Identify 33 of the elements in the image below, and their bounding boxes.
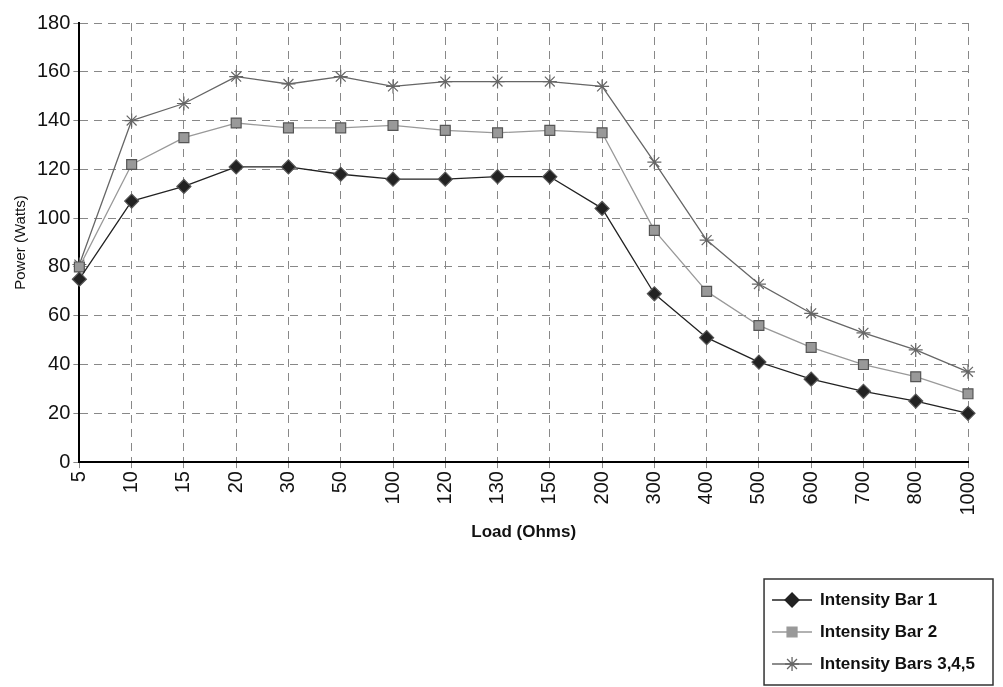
y-tick-label: 80 (48, 254, 71, 277)
legend-label: Intensity Bar 2 (820, 621, 938, 641)
x-tick-label: 120 (432, 471, 455, 505)
x-tick-label: 30 (275, 471, 298, 494)
x-tick-label: 10 (119, 471, 142, 494)
y-tick-label: 140 (36, 108, 71, 131)
legend-label: Intensity Bars 3,4,5 (820, 653, 976, 673)
x-tick-label: 15 (171, 471, 194, 494)
x-tick-label: 20 (223, 471, 246, 494)
y-tick-label: 20 (48, 400, 71, 423)
legend-label: Intensity Bar 1 (820, 589, 938, 609)
x-tick-label: 1000 (955, 471, 978, 516)
y-axis-title: Power (Watts) (11, 195, 29, 290)
y-tick-label: 100 (36, 205, 71, 228)
x-tick-label: 130 (485, 471, 508, 505)
x-tick-label: 200 (589, 471, 612, 505)
y-tick-label: 180 (36, 10, 71, 33)
x-tick-label: 400 (694, 471, 717, 505)
x-tick-label: 5 (66, 471, 89, 483)
x-axis-title: Load (Ohms) (471, 522, 577, 542)
x-tick-label: 500 (746, 471, 769, 505)
y-tick-label: 120 (36, 156, 71, 179)
x-tick-label: 50 (328, 471, 351, 494)
x-tick-label: 300 (641, 471, 664, 505)
x-tick-label: 700 (850, 471, 873, 505)
x-tick-label: 150 (537, 471, 560, 505)
x-tick-label: 600 (798, 471, 821, 505)
x-tick-label: 800 (903, 471, 926, 505)
x-tick-label: 100 (380, 471, 403, 505)
y-tick-label: 160 (36, 59, 71, 82)
y-tick-label: 60 (48, 303, 71, 326)
y-tick-label: 40 (48, 352, 71, 375)
y-tick-label: 0 (59, 449, 71, 472)
